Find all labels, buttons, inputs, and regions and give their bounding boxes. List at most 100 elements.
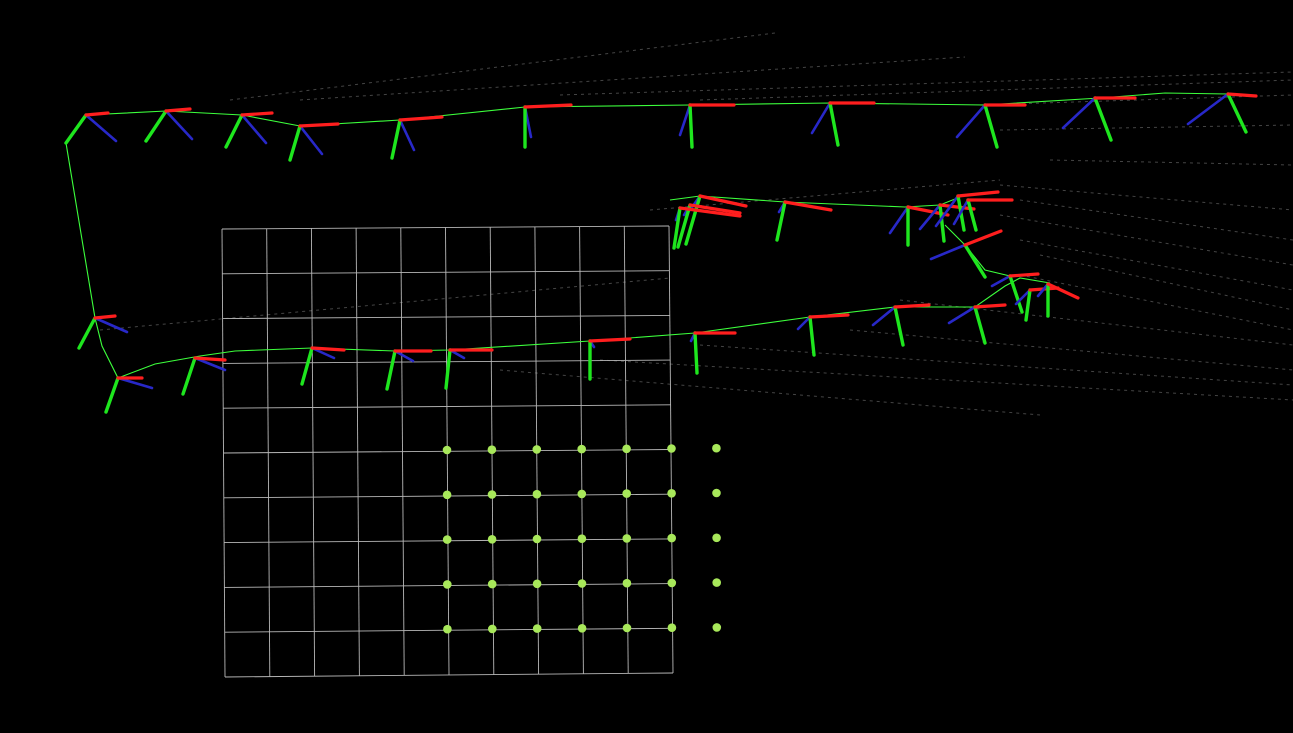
landmark-rays (99, 32, 1293, 416)
camera-pose (385, 349, 433, 391)
calibration-point (532, 624, 542, 633)
grid-line-horizontal (222, 270, 670, 275)
calibration-point (488, 624, 497, 634)
axis-x (783, 200, 833, 212)
axis-z (193, 356, 227, 372)
axis-x (298, 122, 340, 128)
axis-z (398, 118, 416, 152)
camera-pose (444, 348, 494, 390)
landmark-ray (699, 79, 1293, 101)
axis-y (1008, 274, 1024, 314)
calibration-point (442, 535, 452, 544)
camera-pose (1014, 286, 1060, 322)
axis-z (918, 203, 942, 231)
camera-pose (955, 103, 1027, 149)
calibration-point (532, 445, 542, 454)
trajectory-segment (944, 224, 1011, 277)
camera-pose (929, 229, 1003, 279)
camera-pose (588, 337, 632, 381)
landmark-ray (1039, 254, 1293, 311)
axis-y (938, 203, 946, 243)
axis-y (684, 194, 702, 246)
axis-z (947, 305, 977, 325)
axis-y (385, 349, 397, 391)
camera-pose (181, 356, 227, 396)
axis-z (393, 349, 415, 363)
calibration-point (532, 489, 542, 499)
calibration-point (577, 444, 586, 454)
calibration-point (442, 490, 452, 500)
grid-line-horizontal (223, 404, 671, 409)
axis-z (240, 113, 268, 145)
camera-pose (684, 194, 748, 246)
axis-y (693, 331, 699, 375)
axis-z (1014, 288, 1032, 306)
axis-x (240, 111, 274, 117)
axis-x (193, 356, 227, 362)
grid-line-horizontal (224, 672, 674, 678)
landmark-ray (999, 214, 1293, 266)
axis-z (164, 109, 194, 141)
axis-y (224, 113, 244, 149)
camera-pose (1036, 282, 1080, 318)
calibration-point (622, 578, 632, 588)
axis-y (808, 315, 816, 357)
calibration-point (667, 623, 677, 632)
axis-z (298, 124, 324, 156)
axis-y (288, 124, 302, 162)
landmark-ray (1019, 239, 1293, 291)
axis-y (672, 206, 682, 250)
axis-y (390, 118, 402, 160)
axis-z (1061, 96, 1097, 130)
calibration-point (487, 445, 497, 455)
axis-x (956, 190, 1000, 198)
calibration-point (712, 488, 721, 498)
landmark-ray (649, 179, 1001, 211)
axis-x (310, 346, 346, 352)
axis-y (64, 113, 88, 145)
axis-x (398, 115, 444, 122)
axis-x (893, 303, 931, 309)
axis-x (698, 194, 748, 208)
axis-y (144, 109, 168, 143)
axis-x (1046, 282, 1080, 300)
axis-y (1226, 92, 1248, 134)
camera-pose (796, 313, 850, 357)
axis-x (688, 203, 742, 215)
axis-z (1186, 92, 1230, 126)
camera-pose (300, 346, 346, 386)
axis-y (688, 103, 694, 149)
camera-pose (104, 376, 154, 414)
camera-pose (775, 200, 833, 242)
axis-x (808, 313, 850, 319)
calibration-point (443, 580, 452, 589)
camera-pose (810, 101, 876, 147)
axis-y (300, 346, 314, 386)
calibration-point (442, 445, 452, 455)
calibration-point (577, 579, 587, 588)
axis-x (588, 337, 632, 343)
axis-x (164, 107, 192, 113)
landmark-ray (1019, 274, 1293, 331)
axis-x (938, 203, 976, 211)
axis-z (84, 113, 118, 143)
calibration-point (622, 623, 632, 633)
axis-z (116, 376, 154, 390)
axis-x (973, 303, 1007, 309)
calibration-point (712, 578, 721, 587)
axis-x (1008, 272, 1040, 278)
axis-z (871, 305, 897, 327)
camera-pose (1061, 96, 1137, 142)
axis-y (828, 101, 840, 147)
axis-y (893, 305, 905, 347)
camera-pose (672, 206, 742, 250)
calibration-point (487, 579, 497, 589)
calibration-point (443, 624, 452, 634)
landmark-ray (979, 94, 1293, 106)
calibration-point (532, 579, 542, 589)
landmark-ray (559, 71, 1293, 96)
axis-y (104, 376, 120, 414)
landmark-ray (99, 277, 671, 331)
